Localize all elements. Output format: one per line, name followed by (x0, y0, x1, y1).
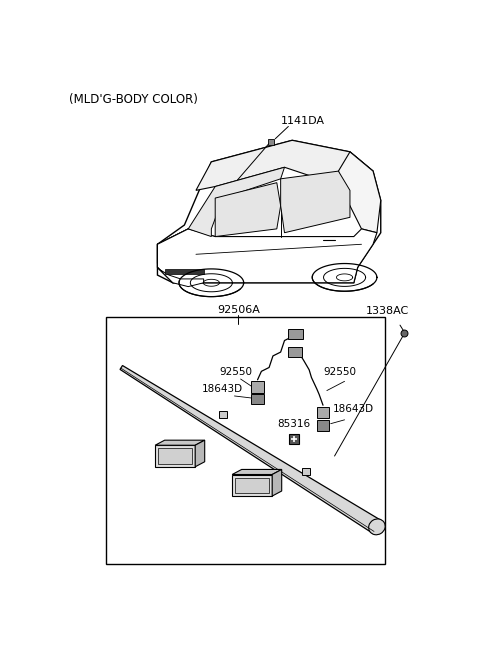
Text: 92550: 92550 (219, 367, 252, 377)
Polygon shape (165, 269, 204, 274)
Polygon shape (272, 470, 282, 496)
Polygon shape (158, 448, 192, 464)
Polygon shape (288, 329, 303, 339)
Ellipse shape (369, 519, 385, 535)
Polygon shape (288, 346, 302, 357)
Polygon shape (157, 229, 377, 283)
Text: (MLD'G-BODY COLOR): (MLD'G-BODY COLOR) (69, 92, 198, 106)
Text: 92550: 92550 (323, 367, 356, 377)
Polygon shape (157, 268, 204, 287)
Polygon shape (120, 365, 381, 533)
Polygon shape (317, 420, 329, 432)
Polygon shape (281, 171, 350, 233)
Bar (302, 468, 310, 475)
Polygon shape (232, 474, 272, 496)
Polygon shape (157, 140, 381, 283)
Text: 1338AC: 1338AC (365, 306, 408, 316)
Text: 92506A: 92506A (217, 305, 260, 315)
Polygon shape (232, 470, 282, 474)
Polygon shape (317, 407, 329, 419)
Polygon shape (188, 167, 285, 237)
Text: 85316: 85316 (277, 419, 310, 429)
Polygon shape (157, 229, 211, 283)
Polygon shape (235, 478, 269, 493)
Polygon shape (155, 445, 195, 467)
Polygon shape (157, 229, 215, 264)
Text: 18643D: 18643D (201, 384, 242, 394)
Polygon shape (252, 394, 264, 405)
Text: 18643D: 18643D (333, 403, 374, 414)
Polygon shape (338, 152, 381, 233)
Polygon shape (155, 440, 204, 445)
Polygon shape (195, 440, 204, 467)
Bar (106, 318, 384, 564)
Polygon shape (252, 381, 264, 393)
Polygon shape (196, 140, 373, 190)
Polygon shape (215, 182, 281, 237)
Bar (219, 411, 227, 419)
Text: 1141DA: 1141DA (281, 117, 324, 127)
